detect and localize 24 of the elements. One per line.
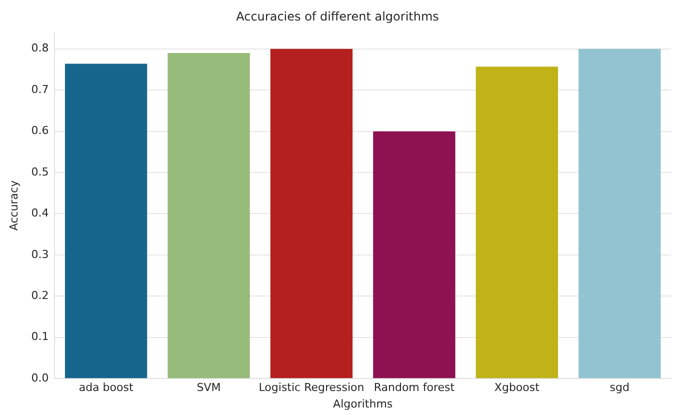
y-tick-label: 0.2 (31, 289, 49, 302)
y-tick-label: 0.6 (31, 124, 49, 138)
x-tick-label: ada boost (78, 381, 134, 394)
y-tick-label: 0.0 (31, 371, 49, 384)
y-tick-label: 0.3 (31, 248, 49, 261)
x-tick-label: Xgboost (494, 381, 540, 394)
x-tick-label: Random forest (374, 381, 456, 394)
x-tick-label: Logistic Regression (258, 381, 364, 394)
y-tick-label: 0.1 (31, 330, 49, 344)
x-axis-title: Algorithms (333, 397, 393, 410)
bar (270, 48, 353, 378)
bar (373, 131, 456, 378)
y-tick-label: 0.7 (31, 82, 49, 96)
y-tick-label: 0.8 (31, 42, 49, 55)
bar (168, 53, 250, 378)
y-axis-title: Accuracy (7, 180, 20, 231)
bar (476, 66, 558, 378)
chart-title: Accuracies of different algorithms (236, 9, 439, 24)
y-tick-label: 0.4 (31, 206, 49, 220)
bar (578, 48, 661, 378)
bar (64, 64, 148, 378)
x-tick-label: SVM (196, 381, 221, 394)
y-tick-label: 0.5 (31, 165, 49, 178)
x-tick-label: sgd (610, 381, 630, 394)
